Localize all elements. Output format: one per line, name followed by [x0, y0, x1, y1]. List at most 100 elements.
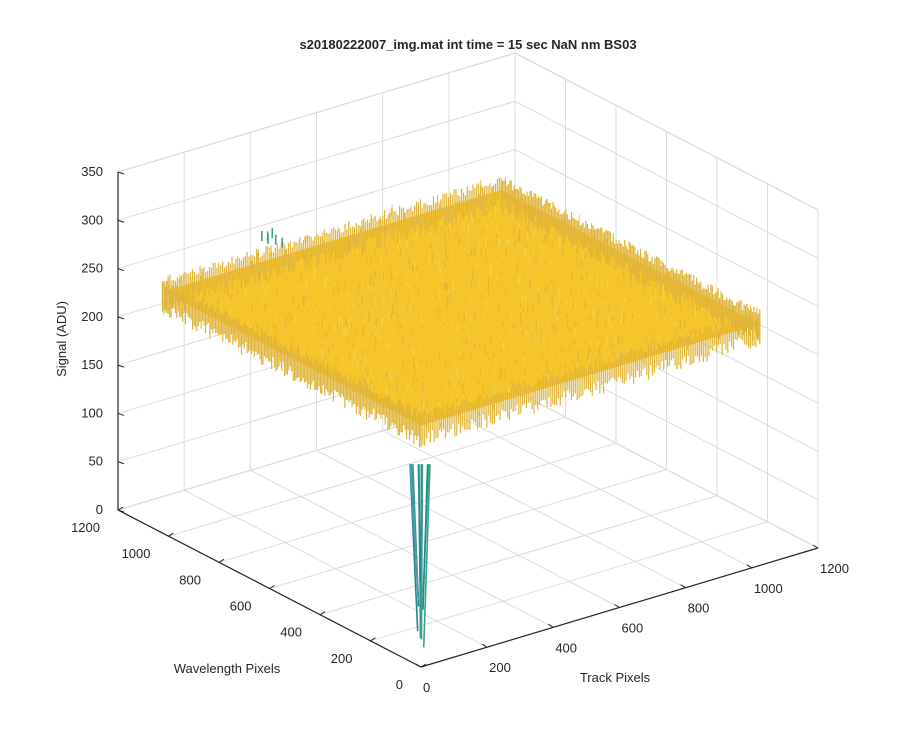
surface-noise	[373, 325, 376, 329]
surface-noise	[348, 318, 351, 330]
surface-noise	[432, 291, 435, 299]
surface-noise	[628, 298, 631, 304]
surface-noise	[518, 257, 521, 266]
surface-noise	[617, 275, 619, 281]
surface-noise	[315, 308, 317, 312]
surface-noise	[300, 273, 303, 284]
surface-noise	[547, 370, 550, 374]
surface-noise	[339, 339, 342, 350]
surface-noise	[369, 353, 371, 355]
surface-noise	[500, 358, 503, 364]
surface-noise	[594, 299, 597, 303]
surface-noise	[334, 325, 337, 331]
floor-grid-y	[269, 469, 667, 589]
surface-noise	[462, 299, 465, 304]
surface-noise	[492, 326, 494, 329]
surface-noise	[381, 301, 384, 305]
surface-noise	[309, 320, 312, 330]
surface-noise	[373, 331, 376, 335]
surface-noise	[466, 239, 469, 242]
surface-noise	[661, 324, 663, 328]
surface-noise	[476, 354, 479, 357]
surface-noise	[455, 229, 458, 238]
surface-noise	[584, 251, 587, 258]
surface-noise	[486, 352, 488, 358]
surface-noise	[388, 265, 391, 271]
surface-noise	[413, 365, 416, 375]
surface-noise	[531, 296, 533, 308]
surface-noise	[327, 346, 330, 355]
surface-noise	[250, 260, 253, 269]
surface-noise	[357, 264, 359, 266]
surface-noise	[332, 270, 334, 276]
surface-noise	[637, 326, 639, 330]
surface-noise	[537, 349, 540, 353]
surface-noise	[362, 339, 365, 341]
surface-noise	[350, 364, 353, 371]
surface-noise	[549, 265, 551, 268]
surface-noise	[411, 264, 414, 275]
surface-noise	[424, 234, 427, 241]
surface-noise	[577, 308, 580, 315]
x-tick-label: 600	[622, 621, 644, 636]
surface-noise	[465, 243, 468, 246]
surface-noise	[441, 289, 443, 300]
surface-noise	[497, 210, 500, 213]
surface-noise	[482, 385, 484, 395]
surface-noise	[362, 281, 364, 284]
surface-noise	[601, 264, 604, 275]
surface-noise	[421, 317, 423, 326]
surface-noise	[456, 323, 458, 333]
surface-noise	[495, 329, 497, 332]
surface-noise	[511, 275, 514, 285]
surface-noise	[300, 271, 302, 274]
surface-noise	[307, 273, 310, 277]
surface-noise	[310, 263, 312, 267]
x-tick-label: 1000	[754, 581, 783, 596]
surface-noise	[273, 272, 276, 275]
surface-noise	[319, 342, 322, 354]
surface-noise	[547, 267, 550, 275]
surface-noise	[390, 328, 393, 336]
floor-grid-y	[168, 416, 566, 537]
surface-noise	[474, 233, 476, 236]
surface-noise	[367, 331, 369, 337]
x-tick	[548, 623, 554, 628]
surface-noise	[452, 279, 455, 291]
surface-noise	[428, 333, 430, 336]
surface-noise	[653, 327, 655, 331]
surface-noise	[493, 357, 495, 361]
x-tick	[614, 604, 620, 608]
surface-noise	[596, 261, 598, 266]
surface-noise	[487, 209, 489, 214]
surface-noise	[212, 301, 215, 305]
x-tick	[812, 544, 819, 549]
surface-noise	[545, 286, 548, 290]
z-tick	[117, 509, 125, 513]
surface-noise	[371, 292, 373, 294]
surface-noise	[412, 377, 415, 389]
surface-noise	[446, 298, 449, 309]
surface-noise	[346, 322, 349, 328]
z-tick-label: 100	[81, 405, 103, 420]
surface-noise	[408, 348, 411, 357]
surface-noise	[482, 361, 485, 371]
surface-noise	[441, 217, 443, 223]
surface-noise	[443, 281, 446, 291]
surface-noise	[419, 290, 422, 295]
surface-noise	[361, 353, 364, 358]
surface-noise	[476, 236, 479, 240]
surface-noise	[487, 224, 489, 231]
surface-noise	[206, 284, 209, 296]
surface-noise	[337, 226, 339, 233]
surface-noise	[541, 331, 544, 335]
surface-noise	[597, 274, 600, 285]
surface-noise	[257, 310, 259, 315]
surface-noise	[554, 280, 557, 288]
surface-noise	[400, 282, 403, 287]
surface-noise	[609, 345, 612, 349]
surface-noise	[536, 323, 539, 329]
surface-noise	[505, 347, 507, 349]
surface-noise	[596, 347, 599, 355]
surface-noise	[529, 291, 531, 295]
